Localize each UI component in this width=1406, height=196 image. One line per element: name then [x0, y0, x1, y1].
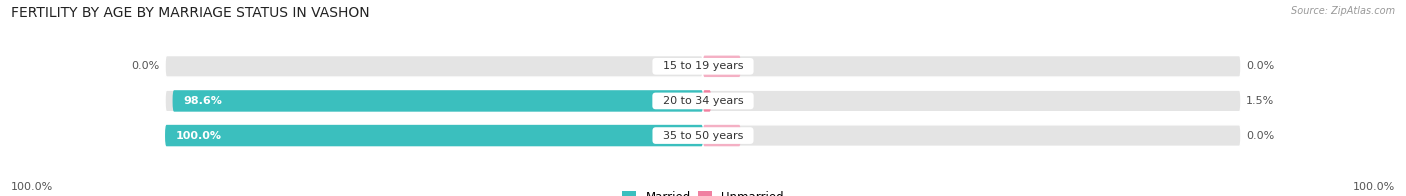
- Text: Source: ZipAtlas.com: Source: ZipAtlas.com: [1291, 6, 1395, 16]
- Text: 100.0%: 100.0%: [176, 131, 222, 141]
- FancyBboxPatch shape: [703, 125, 741, 146]
- Text: 0.0%: 0.0%: [131, 61, 160, 71]
- Text: 100.0%: 100.0%: [11, 182, 53, 192]
- FancyBboxPatch shape: [165, 56, 703, 77]
- Text: 98.6%: 98.6%: [183, 96, 222, 106]
- FancyBboxPatch shape: [703, 56, 1241, 77]
- FancyBboxPatch shape: [703, 56, 741, 77]
- FancyBboxPatch shape: [703, 90, 1241, 112]
- Text: 100.0%: 100.0%: [1353, 182, 1395, 192]
- Legend: Married, Unmarried: Married, Unmarried: [621, 191, 785, 196]
- FancyBboxPatch shape: [165, 125, 703, 146]
- Text: 35 to 50 years: 35 to 50 years: [655, 131, 751, 141]
- FancyBboxPatch shape: [173, 90, 703, 112]
- FancyBboxPatch shape: [703, 125, 1241, 146]
- Text: 0.0%: 0.0%: [1246, 131, 1275, 141]
- FancyBboxPatch shape: [165, 90, 703, 112]
- Text: 15 to 19 years: 15 to 19 years: [655, 61, 751, 71]
- FancyBboxPatch shape: [165, 125, 703, 146]
- Text: 0.0%: 0.0%: [1246, 61, 1275, 71]
- Text: 1.5%: 1.5%: [1246, 96, 1275, 106]
- FancyBboxPatch shape: [703, 90, 711, 112]
- Text: 20 to 34 years: 20 to 34 years: [655, 96, 751, 106]
- Text: FERTILITY BY AGE BY MARRIAGE STATUS IN VASHON: FERTILITY BY AGE BY MARRIAGE STATUS IN V…: [11, 6, 370, 20]
